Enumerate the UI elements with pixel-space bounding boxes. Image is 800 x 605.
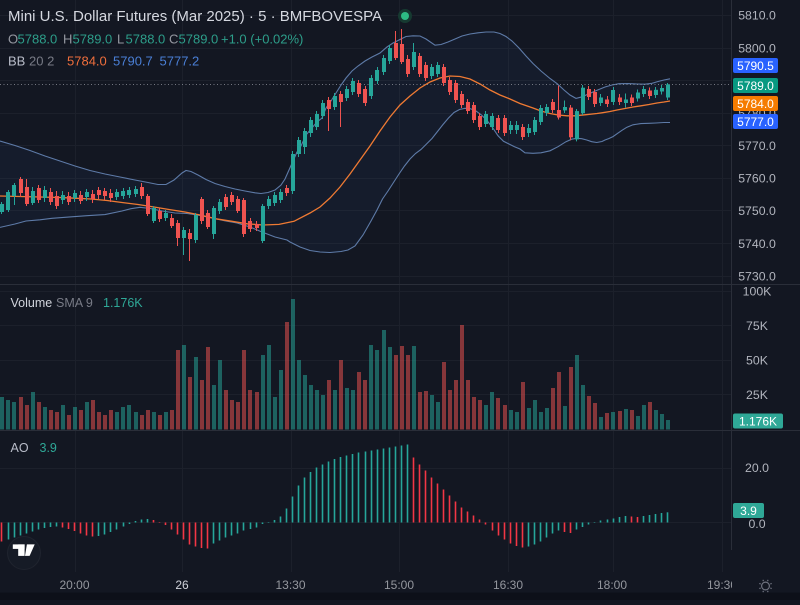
svg-text:5789.0: 5789.0 [179, 32, 219, 47]
svg-text:C: C [169, 32, 178, 47]
svg-text:75K: 75K [746, 319, 769, 333]
svg-text:5810.0: 5810.0 [738, 8, 776, 22]
svg-text:O: O [8, 32, 18, 47]
svg-text:5730.0: 5730.0 [738, 269, 776, 283]
svg-text:16:30: 16:30 [493, 578, 523, 592]
svg-text:13:30: 13:30 [275, 578, 305, 592]
svg-text:5740.0: 5740.0 [738, 237, 776, 251]
svg-text:5800.0: 5800.0 [738, 42, 776, 56]
svg-text:5760.0: 5760.0 [738, 172, 776, 186]
svg-text:18:00: 18:00 [597, 578, 627, 592]
svg-text:19:30: 19:30 [707, 578, 737, 592]
svg-text:5784.0: 5784.0 [737, 97, 774, 111]
svg-text:0.0: 0.0 [748, 517, 765, 531]
svg-text:20 2: 20 2 [29, 54, 54, 69]
svg-text:5770.0: 5770.0 [738, 139, 776, 153]
svg-text:L: L [117, 32, 124, 47]
svg-text:Mini U.S. Dollar Futures (Mar: Mini U.S. Dollar Futures (Mar 2025) · 5 … [8, 8, 382, 25]
svg-text:26: 26 [175, 578, 189, 592]
svg-text:5777.2: 5777.2 [160, 54, 200, 69]
svg-text:5788.0: 5788.0 [18, 32, 58, 47]
svg-text:BB: BB [8, 54, 25, 69]
svg-text:3.9: 3.9 [40, 441, 57, 455]
svg-text:20:00: 20:00 [59, 578, 89, 592]
svg-text:H: H [63, 32, 72, 47]
svg-text:100K: 100K [743, 284, 773, 298]
svg-text:15:00: 15:00 [384, 578, 414, 592]
svg-text:1.176K: 1.176K [103, 296, 143, 310]
svg-text:5777.0: 5777.0 [737, 115, 774, 129]
svg-text:1.176K: 1.176K [739, 414, 777, 428]
svg-text:5750.0: 5750.0 [738, 204, 776, 218]
svg-text:5790.7: 5790.7 [113, 54, 153, 69]
svg-text:20.0: 20.0 [745, 461, 769, 475]
svg-text:3.9: 3.9 [740, 504, 757, 518]
svg-text:SMA 9: SMA 9 [56, 296, 93, 310]
svg-text:5789.0: 5789.0 [737, 79, 774, 93]
svg-text:+1.0 (+0.02%): +1.0 (+0.02%) [221, 32, 303, 47]
svg-text:25K: 25K [746, 388, 769, 402]
svg-text:Volume: Volume [11, 296, 53, 310]
svg-text:AO: AO [11, 441, 29, 455]
svg-text:50K: 50K [746, 353, 769, 367]
svg-text:5784.0: 5784.0 [67, 54, 107, 69]
svg-text:5788.0: 5788.0 [126, 32, 166, 47]
svg-text:5789.0: 5789.0 [73, 32, 113, 47]
svg-text:5790.5: 5790.5 [737, 59, 774, 73]
